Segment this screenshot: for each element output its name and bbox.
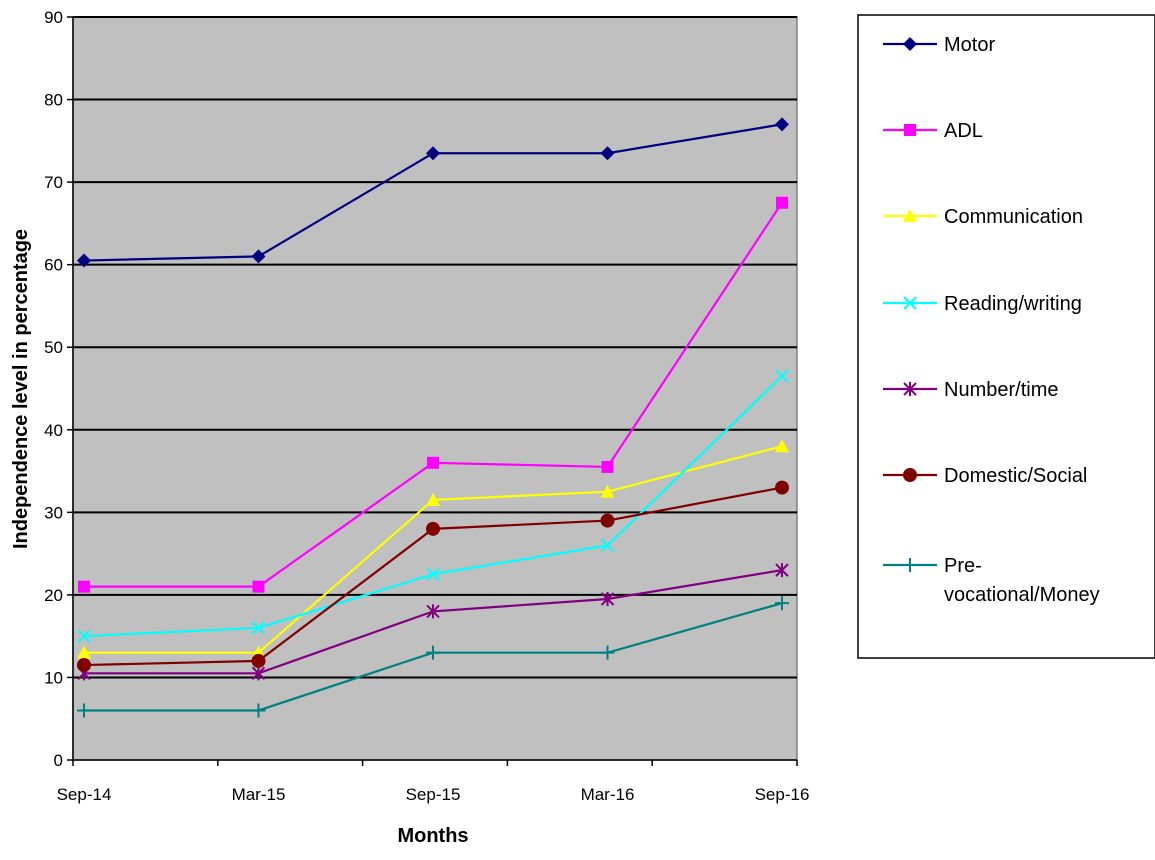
data-point (601, 460, 614, 473)
legend: Motor ADL Communication Reading/writing Numb… (883, 34, 1100, 606)
data-point (426, 604, 440, 619)
data-point (251, 703, 266, 718)
legend-label: Domestic/Social (944, 465, 1087, 487)
y-tick-label: 30 (44, 503, 63, 522)
data-point (775, 117, 789, 132)
data-point (775, 596, 789, 611)
series-1 (78, 196, 788, 593)
data-point (251, 621, 266, 635)
data-point (775, 480, 789, 495)
data-point (600, 146, 615, 161)
series-0 (77, 117, 789, 268)
x-tick-label: Sep-14 (57, 785, 112, 804)
legend-label: Communication (944, 206, 1083, 228)
legend-item: Number/time (883, 379, 1058, 401)
y-tick-label: 20 (44, 586, 63, 605)
y-tick-label: 10 (44, 668, 63, 687)
data-point (775, 369, 789, 383)
y-axis-ticks: 0 10 20 30 40 50 60 70 80 90 (44, 8, 73, 770)
data-point (426, 146, 440, 161)
data-point (426, 521, 440, 536)
y-tick-label: 50 (44, 338, 63, 357)
legend-item: Communication (883, 206, 1083, 228)
legend-marker (904, 124, 916, 136)
y-tick-label: 70 (44, 173, 63, 192)
legend-box (857, 14, 1155, 659)
y-tick-label: 40 (44, 421, 63, 440)
data-point (426, 492, 440, 506)
legend-marker (903, 468, 917, 482)
data-point (776, 196, 788, 209)
x-tick-label: Mar-16 (581, 785, 635, 804)
series-5 (77, 480, 789, 673)
legend-item: Motor (883, 34, 995, 56)
series-group (77, 117, 789, 718)
legend-marker (903, 558, 917, 572)
legend-marker (903, 209, 917, 222)
data-point (775, 439, 789, 453)
legend-item: ADL (883, 120, 983, 142)
data-point (252, 580, 265, 593)
legend-item: Pre-vocational/Money (883, 555, 1100, 606)
data-point (427, 456, 439, 469)
gridlines (73, 16, 797, 679)
data-point (600, 645, 615, 660)
legend-item: Reading/writing (883, 293, 1082, 315)
y-tick-label: 60 (44, 256, 63, 275)
data-point (77, 703, 91, 718)
series-3 (77, 369, 789, 643)
data-point (600, 592, 615, 607)
data-point (78, 580, 90, 593)
legend-label: ADL (944, 120, 983, 142)
series-6 (77, 596, 789, 718)
y-tick-label: 90 (44, 8, 63, 27)
data-point (600, 538, 615, 553)
data-point (600, 484, 615, 498)
legend-marker (903, 382, 917, 396)
data-point (251, 666, 266, 681)
data-point (77, 629, 91, 643)
x-tick-label: Sep-15 (406, 785, 461, 804)
legend-marker (903, 296, 917, 310)
data-point (600, 513, 615, 528)
y-tick-label: 80 (44, 91, 63, 110)
x-axis-ticks: Sep-14 Mar-15 Sep-15 Mar-16 Sep-16 (57, 760, 810, 804)
y-axis-title: Independence level in percentage (10, 229, 32, 549)
data-point (77, 645, 91, 659)
data-point (77, 253, 91, 268)
plot-area (72, 16, 798, 761)
x-axis-title: Months (397, 825, 468, 847)
data-point (426, 645, 440, 660)
data-point (775, 563, 789, 578)
legend-label: Reading/writing (944, 293, 1082, 315)
legend-item: Domestic/Social (883, 465, 1087, 487)
data-point (251, 653, 266, 668)
y-tick-label: 0 (54, 751, 63, 770)
data-point (77, 658, 91, 673)
legend-label: Motor (944, 34, 995, 56)
x-tick-label: Sep-16 (755, 785, 810, 804)
legend-label: Pre-vocational/Money (944, 555, 1100, 606)
data-point (251, 249, 266, 264)
data-point (426, 567, 440, 581)
legend-marker (903, 37, 917, 51)
legend-label: Number/time (944, 379, 1058, 401)
x-tick-label: Mar-15 (232, 785, 286, 804)
